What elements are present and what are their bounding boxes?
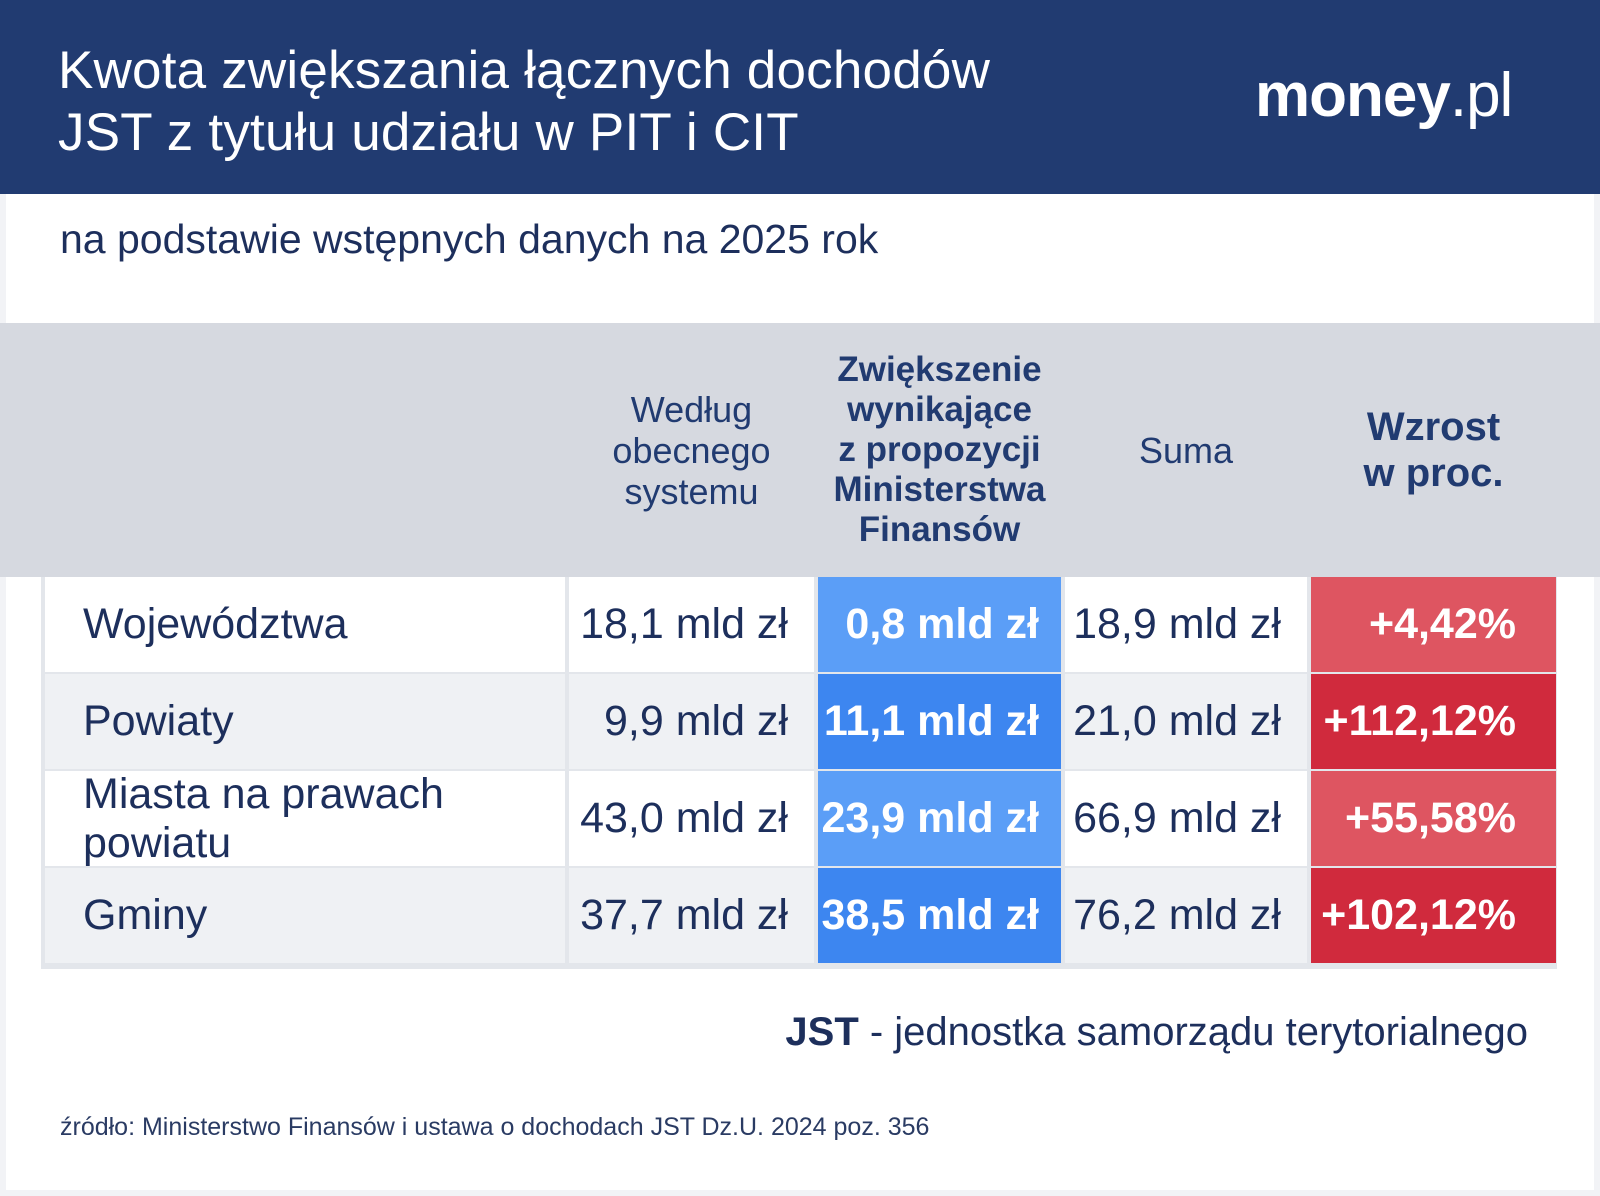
column-header-sum: Suma <box>1055 323 1317 577</box>
title-line-1: Kwota zwiększania łącznych dochodów <box>58 41 991 100</box>
table-header <box>0 323 1600 577</box>
column-header-increase: Zwiększenie wynikające z propozycji Ministe… <box>808 323 1071 577</box>
row-label: Miasta na prawach powiatu <box>45 770 565 867</box>
column-header-increase-line: z propozycji <box>838 430 1041 469</box>
column-header-sum-text: Suma <box>1139 430 1233 471</box>
column-header-current-line: Według <box>630 388 753 430</box>
row-label: Województwa <box>45 577 565 672</box>
cell-sum: 18,9 mld zł <box>1065 577 1307 672</box>
column-header-increase-line: Zwiększenie <box>837 350 1042 389</box>
note-abbreviation: JST <box>785 1010 859 1054</box>
cell-sum: 21,0 mld zł <box>1065 674 1307 769</box>
cell-increase: 23,9 mld zł <box>818 771 1061 866</box>
cell-growth: +4,42% <box>1311 577 1556 672</box>
column-header-increase-line: Ministerstwa <box>833 470 1046 509</box>
column-header-current: Według obecnego systemu <box>559 323 824 577</box>
row-label: Gminy <box>45 868 565 963</box>
subtitle: na podstawie wstępnych danych na 2025 ro… <box>60 216 879 262</box>
column-header-sum-line: Suma <box>1138 429 1234 471</box>
cell-growth: +102,12% <box>1311 868 1556 963</box>
page-title: Kwota zwiększania łącznych dochodów JST … <box>58 40 1158 164</box>
cell-increase: 11,1 mld zł <box>818 674 1061 769</box>
column-header-increase-line: wynikające <box>847 390 1032 429</box>
column-header-current-line: systemu <box>624 470 759 512</box>
cell-growth: +112,12% <box>1311 674 1556 769</box>
title-line-2: JST z tytułu udziału w PIT i CIT <box>58 103 799 162</box>
source-note: źródło: Ministerstwo Finansów i ustawa o… <box>60 1113 930 1141</box>
cell-increase: 38,5 mld zł <box>818 868 1061 963</box>
cell-current: 37,7 mld zł <box>569 868 814 963</box>
cell-increase: 0,8 mld zł <box>818 577 1061 672</box>
cell-current: 18,1 mld zł <box>569 577 814 672</box>
column-header-increase-text: Zwiększenie wynikające z propozycji Ministe… <box>834 350 1046 550</box>
abbreviation-note: JST - jednostka samorządu terytorialnego <box>785 1010 1528 1055</box>
cell-growth: +55,58% <box>1311 771 1556 866</box>
row-label: Powiaty <box>45 674 565 769</box>
column-header-growth-text: Wzrost w proc. <box>1363 404 1503 496</box>
column-header-growth: Wzrost w proc. <box>1301 323 1566 577</box>
note-text: - jednostka samorządu terytorialnego <box>858 1010 1528 1054</box>
cell-current: 9,9 mld zł <box>569 674 814 769</box>
header-banner <box>0 0 1600 194</box>
column-header-increase-line: Finansów <box>858 510 1021 549</box>
column-header-growth-line: w proc. <box>1363 451 1504 495</box>
column-header-growth-line: Wzrost <box>1366 405 1501 449</box>
cell-sum: 76,2 mld zł <box>1065 868 1307 963</box>
logo-main: money <box>1255 61 1451 130</box>
money-pl-logo: money.pl <box>1255 60 1513 131</box>
column-header-current-text: Według obecnego systemu <box>612 389 770 512</box>
cell-current: 43,0 mld zł <box>569 771 814 866</box>
cell-sum: 66,9 mld zł <box>1065 771 1307 866</box>
logo-suffix: .pl <box>1449 61 1513 130</box>
column-header-current-line: obecnego <box>612 429 771 471</box>
